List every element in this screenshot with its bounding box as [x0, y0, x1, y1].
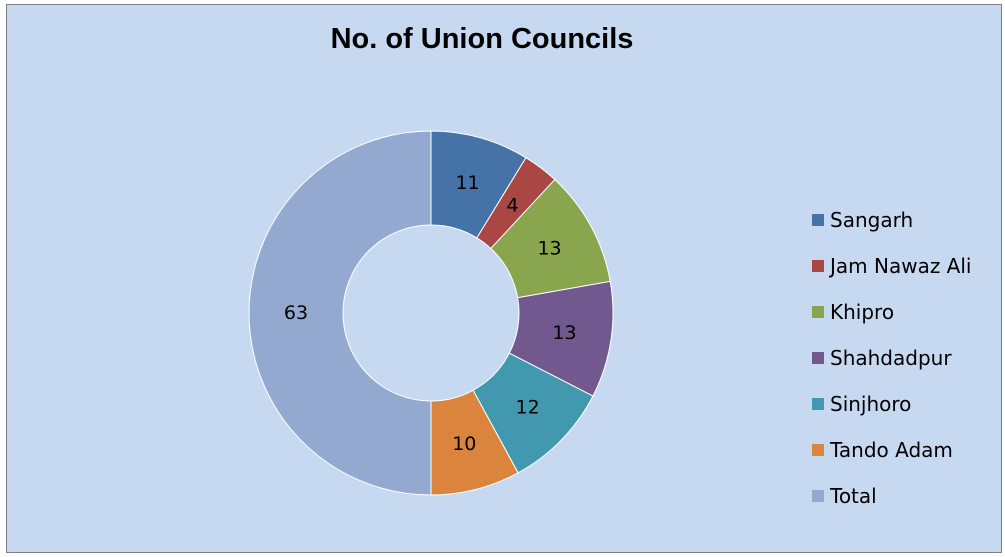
donut-labels: 11 4 13 13 12 10 63 [284, 172, 577, 455]
chart-area: No. of Union Councils 11 4 13 13 12 10 63 Sang… [6, 4, 1002, 553]
legend-item-jam-nawaz-ali: Jam Nawaz Ali [812, 243, 1002, 289]
legend-swatch [812, 398, 824, 410]
chart-title: No. of Union Councils [330, 23, 634, 55]
legend-label: Tando Adam [830, 438, 953, 462]
data-label-total: 63 [284, 302, 308, 324]
data-label-sangarh: 11 [455, 172, 479, 194]
slice-total [248, 130, 432, 496]
legend-label: Sangarh [830, 208, 914, 232]
data-label-jam-nawaz-ali: 4 [506, 194, 518, 216]
legend-label: Jam Nawaz Ali [830, 254, 972, 278]
legend-label: Shahdadpur [830, 346, 952, 370]
legend-item-sinjhoro: Sinjhoro [812, 381, 1002, 427]
legend-item-khipro: Khipro [812, 289, 1002, 335]
legend-item-sangarh: Sangarh [812, 197, 1002, 243]
legend-swatch [812, 490, 824, 502]
legend-label: Khipro [830, 300, 895, 324]
legend-swatch [812, 306, 824, 318]
data-label-sinjhoro: 12 [516, 396, 540, 418]
data-label-khipro: 13 [537, 237, 561, 259]
legend-label: Sinjhoro [830, 392, 912, 416]
donut-chart: 11 4 13 13 12 10 63 [248, 130, 614, 496]
legend-swatch [812, 444, 824, 456]
legend-item-shahdadpur: Shahdadpur [812, 335, 1002, 381]
data-label-shahdadpur: 13 [552, 322, 576, 344]
legend-swatch [812, 260, 824, 272]
legend-swatch [812, 214, 824, 226]
legend-item-tando-adam: Tando Adam [812, 427, 1002, 473]
chart-legend: Sangarh Jam Nawaz Ali Khipro Shahdadpur Sinj… [812, 197, 1002, 519]
legend-swatch [812, 352, 824, 364]
legend-item-total: Total [812, 473, 1002, 519]
data-label-tando-adam: 10 [452, 433, 476, 455]
legend-label: Total [830, 484, 877, 508]
donut-slices [248, 130, 614, 496]
